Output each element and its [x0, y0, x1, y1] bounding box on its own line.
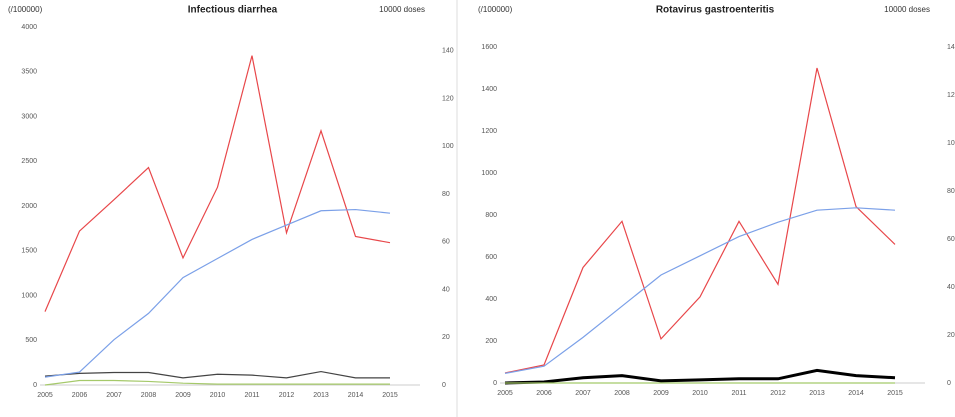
- y2-tick-label: 60: [442, 239, 450, 246]
- series-line: [44, 370, 390, 379]
- y2-tick-label: 20: [442, 334, 450, 341]
- x-tick-label: 2005: [497, 390, 513, 397]
- x-tick-label: 2005: [37, 392, 53, 399]
- y2-axis-label: 10000 doses: [379, 5, 425, 14]
- y-tick-label: 0: [33, 382, 37, 389]
- series-line: [504, 67, 896, 374]
- y2-tick-label: 0: [947, 380, 951, 387]
- y-tick-label: 1500: [21, 248, 37, 255]
- x-tick-label: 2006: [536, 390, 552, 397]
- y-tick-label: 400: [485, 296, 497, 303]
- y2-tick-label: 0: [442, 382, 446, 389]
- y-tick-label: 800: [485, 212, 497, 219]
- series-line: [44, 379, 390, 386]
- x-tick-label: 2011: [731, 390, 746, 397]
- y-tick-label: 0: [493, 380, 497, 387]
- y-tick-label: 600: [485, 254, 497, 261]
- y2-tick-label: 100: [947, 140, 955, 147]
- y-tick-label: 1200: [481, 128, 497, 135]
- x-tick-label: 2015: [887, 390, 903, 397]
- y-tick-label: 4000: [21, 24, 37, 31]
- x-tick-label: 2015: [382, 392, 398, 399]
- series-line: [504, 207, 896, 374]
- y2-tick-label: 140: [947, 44, 955, 51]
- y-tick-label: 1000: [481, 170, 497, 177]
- x-tick-label: 2009: [653, 390, 669, 397]
- y2-tick-label: 120: [442, 95, 454, 102]
- series-line: [504, 368, 896, 385]
- y2-tick-label: 100: [442, 143, 454, 150]
- y-axis-label: (/100000): [8, 5, 43, 14]
- y2-tick-label: 80: [947, 188, 955, 195]
- y-tick-label: 1000: [21, 292, 37, 299]
- x-tick-label: 2009: [175, 392, 191, 399]
- x-tick-label: 2008: [614, 390, 630, 397]
- x-tick-label: 2014: [348, 392, 364, 399]
- x-tick-label: 2012: [770, 390, 786, 397]
- x-tick-label: 2014: [848, 390, 864, 397]
- chart-title: Infectious diarrhea: [188, 5, 278, 16]
- y-tick-label: 500: [25, 337, 37, 344]
- x-tick-label: 2010: [692, 390, 708, 397]
- y2-tick-label: 60: [947, 236, 955, 243]
- y2-tick-label: 40: [947, 284, 955, 291]
- y2-axis-label: 10000 doses: [884, 5, 930, 14]
- y2-tick-label: 40: [442, 286, 450, 293]
- series-line: [44, 55, 391, 312]
- y-tick-label: 3000: [21, 113, 37, 120]
- series-line: [44, 208, 391, 378]
- y-tick-label: 1400: [481, 86, 497, 93]
- x-tick-label: 2013: [313, 392, 329, 399]
- y-tick-label: 3500: [21, 69, 37, 76]
- chart-title: Rotavirus gastroenteritis: [656, 5, 775, 16]
- y-tick-label: 1600: [481, 44, 497, 51]
- x-tick-label: 2012: [279, 392, 295, 399]
- y-axis-label: (/100000): [478, 5, 513, 14]
- x-tick-label: 2006: [72, 392, 88, 399]
- y2-tick-label: 120: [947, 92, 955, 99]
- y2-tick-label: 140: [442, 48, 454, 55]
- x-tick-label: 2010: [210, 392, 226, 399]
- x-tick-label: 2007: [575, 390, 591, 397]
- x-tick-label: 2013: [809, 390, 825, 397]
- y-tick-label: 2000: [21, 203, 37, 210]
- x-tick-label: 2007: [106, 392, 122, 399]
- x-tick-label: 2008: [141, 392, 157, 399]
- x-tick-label: 2011: [244, 392, 259, 399]
- y2-tick-label: 80: [442, 191, 450, 198]
- y-tick-label: 2500: [21, 158, 37, 165]
- y2-tick-label: 20: [947, 332, 955, 339]
- y-tick-label: 200: [485, 338, 497, 345]
